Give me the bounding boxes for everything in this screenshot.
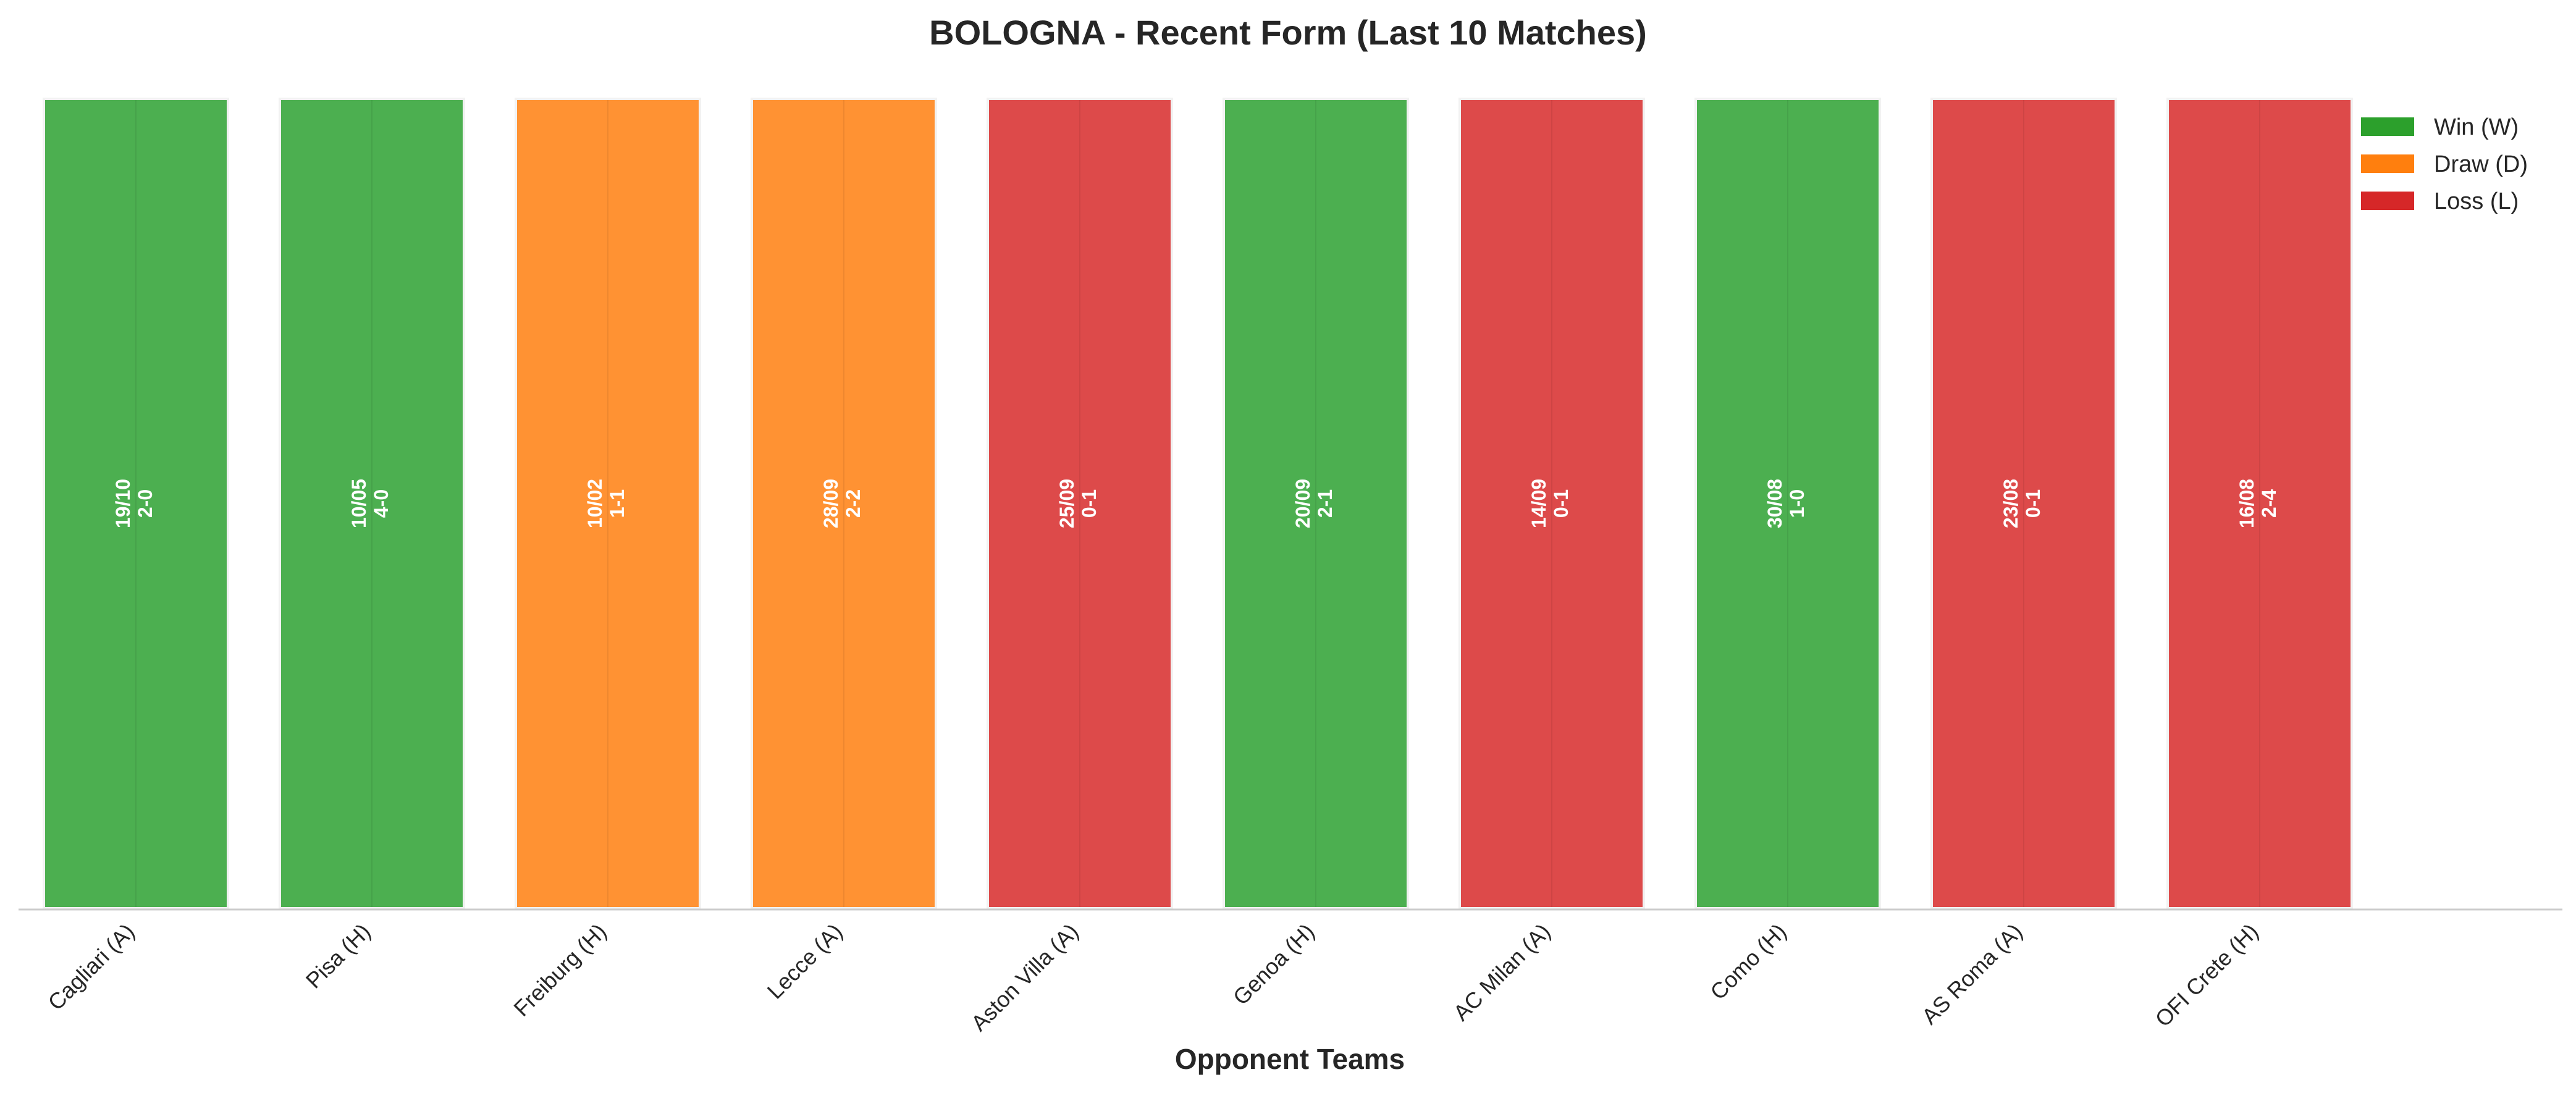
bar-date-label: 23/08	[2000, 479, 2022, 528]
bar-date-label: 25/09	[1056, 479, 1078, 528]
bar	[43, 98, 229, 909]
bars-group: 19/10 2-0 10/05 4-0 10/02 1-1 28/09 2-2 25/09 0-1…	[43, 98, 2353, 909]
legend-label: Loss (L)	[2434, 188, 2519, 214]
bar-score-label: 0-1	[1550, 489, 1572, 518]
x-tick-labels: Cagliari (A) Pisa (H) Freiburg (H) Lecce (A…	[43, 919, 2263, 1036]
bar	[2166, 98, 2353, 909]
bar	[1930, 98, 2117, 909]
bar-score-label: 2-0	[134, 489, 156, 518]
bar-group: 16/08 2-4	[2166, 98, 2353, 909]
x-tick-label: Cagliari (A)	[43, 919, 139, 1015]
legend-label: Draw (D)	[2434, 151, 2528, 177]
x-tick-label: AS Roma (A)	[1917, 919, 2027, 1029]
bar-group: 14/09 0-1	[1458, 98, 1645, 909]
bar-date-label: 19/10	[112, 479, 134, 528]
bar-score-label: 1-1	[606, 489, 628, 518]
bar-group: 23/08 0-1	[1930, 98, 2117, 909]
bar-group: 19/10 2-0	[43, 98, 229, 909]
bar-date-label: 10/05	[348, 479, 370, 528]
legend-label: Win (W)	[2434, 114, 2519, 140]
bar-score-label: 0-1	[2022, 489, 2044, 518]
bar-date-label: 10/02	[584, 479, 606, 528]
bar-date-label: 14/09	[1528, 479, 1550, 528]
bar-group: 30/08 1-0	[1694, 98, 1881, 909]
x-tick-label: Aston Villa (A)	[966, 919, 1084, 1036]
x-tick-label: Pisa (H)	[301, 919, 376, 994]
bar-group: 10/05 4-0	[279, 98, 465, 909]
bar-score-label: 2-1	[1314, 489, 1336, 518]
x-tick-label: Lecce (A)	[762, 919, 848, 1004]
legend-swatch	[2361, 117, 2414, 136]
x-tick-label: Genoa (H)	[1228, 919, 1320, 1010]
bar-score-label: 4-0	[370, 489, 392, 518]
bar-score-label: 2-2	[842, 489, 864, 518]
bar-group: 28/09 2-2	[751, 98, 937, 909]
bar-score-label: 2-4	[2258, 489, 2280, 518]
chart-title: BOLOGNA - Recent Form (Last 10 Matches)	[929, 13, 1647, 52]
x-tick-label: Como (H)	[1705, 919, 1791, 1005]
bar-score-label: 0-1	[1078, 489, 1100, 518]
x-tick-label: AC Milan (A)	[1448, 919, 1555, 1026]
bar-group: 25/09 0-1	[987, 98, 1173, 909]
legend: Win (W) Draw (D) Loss (L)	[2361, 114, 2528, 214]
bar	[1223, 98, 1409, 909]
bar	[1458, 98, 1645, 909]
bar	[987, 98, 1173, 909]
bar-date-label: 16/08	[2236, 479, 2258, 528]
bar	[279, 98, 465, 909]
bar-date-label: 28/09	[820, 479, 842, 528]
bar-score-label: 1-0	[1786, 489, 1808, 518]
bar	[1694, 98, 1881, 909]
bar-date-label: 20/09	[1292, 479, 1314, 528]
bar-group: 10/02 1-1	[515, 98, 701, 909]
bar	[751, 98, 937, 909]
x-tick-label: OFI Crete (H)	[2150, 919, 2263, 1032]
bar-date-label: 30/08	[1764, 479, 1786, 528]
x-axis-label: Opponent Teams	[1175, 1043, 1405, 1075]
bar-group: 20/09 2-1	[1223, 98, 1409, 909]
legend-swatch	[2361, 192, 2414, 210]
bar	[515, 98, 701, 909]
x-tick-label: Freiburg (H)	[508, 919, 611, 1021]
legend-swatch	[2361, 154, 2414, 173]
